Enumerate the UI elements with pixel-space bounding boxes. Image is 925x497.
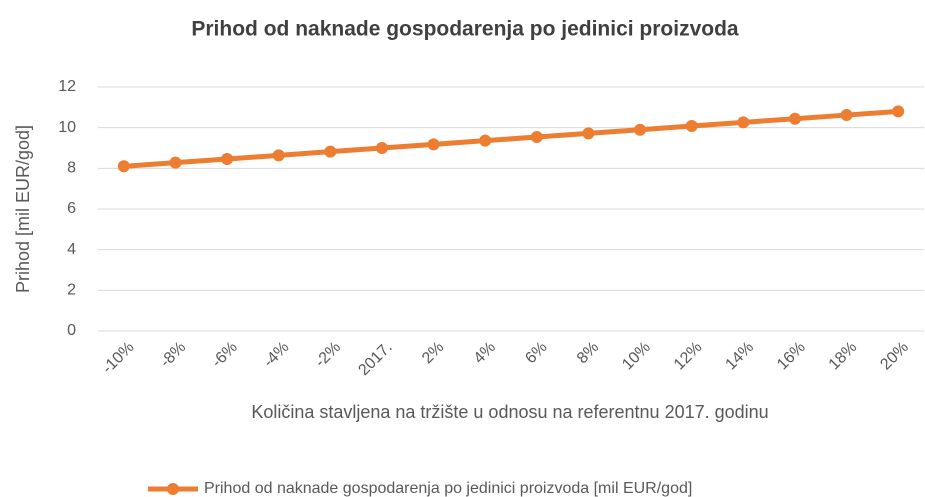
x-tick-label: 16% <box>774 339 809 374</box>
x-tick-label: 20% <box>877 339 912 374</box>
x-tick-label: -2% <box>312 339 344 371</box>
data-point <box>530 131 543 144</box>
x-tick-label: 18% <box>826 339 861 374</box>
x-tick-label: -8% <box>157 339 189 371</box>
legend-label: Prihod od naknade gospodarenja po jedini… <box>204 480 692 497</box>
y-tick-label: 4 <box>67 241 76 258</box>
legend-marker <box>167 483 179 495</box>
data-point <box>324 145 337 158</box>
chart-title: Prihod od naknade gospodarenja po jedini… <box>191 18 739 41</box>
y-tick-label: 8 <box>67 160 76 177</box>
y-tick-label: 12 <box>58 78 76 95</box>
x-tick-label: -10% <box>99 339 137 377</box>
x-tick-label: -4% <box>260 339 292 371</box>
x-tick-label: 12% <box>671 339 706 374</box>
data-point <box>427 138 440 151</box>
x-tick-label: 2% <box>419 339 447 367</box>
data-point <box>272 149 285 162</box>
x-axis-title: Količina stavljena na tržište u odnosu n… <box>251 402 768 422</box>
data-point <box>892 105 905 118</box>
series-line <box>123 108 899 169</box>
data-point <box>117 160 130 173</box>
x-tick-label: 2017. <box>355 339 395 379</box>
y-tick-label: 0 <box>67 322 76 339</box>
data-point <box>375 142 388 154</box>
data-point <box>685 120 698 133</box>
x-tick-label: -6% <box>209 339 241 371</box>
y-tick-label: 10 <box>58 119 76 136</box>
x-tick-label: 6% <box>522 339 550 367</box>
y-tick-label: 6 <box>67 200 76 217</box>
data-point <box>169 156 182 169</box>
data-point <box>737 116 750 129</box>
y-tick-label: 2 <box>67 282 76 299</box>
data-point <box>582 127 595 140</box>
x-tick-label: 4% <box>471 339 499 367</box>
data-point <box>788 112 801 125</box>
data-point <box>840 109 853 122</box>
x-tick-label: 8% <box>574 339 602 367</box>
y-axis-title: Prihod [mil EUR/god] <box>13 125 33 293</box>
data-point <box>634 123 647 136</box>
x-tick-label: 10% <box>619 339 654 374</box>
data-point <box>221 152 234 165</box>
x-tick-label: 14% <box>722 339 757 374</box>
data-point <box>479 134 492 147</box>
